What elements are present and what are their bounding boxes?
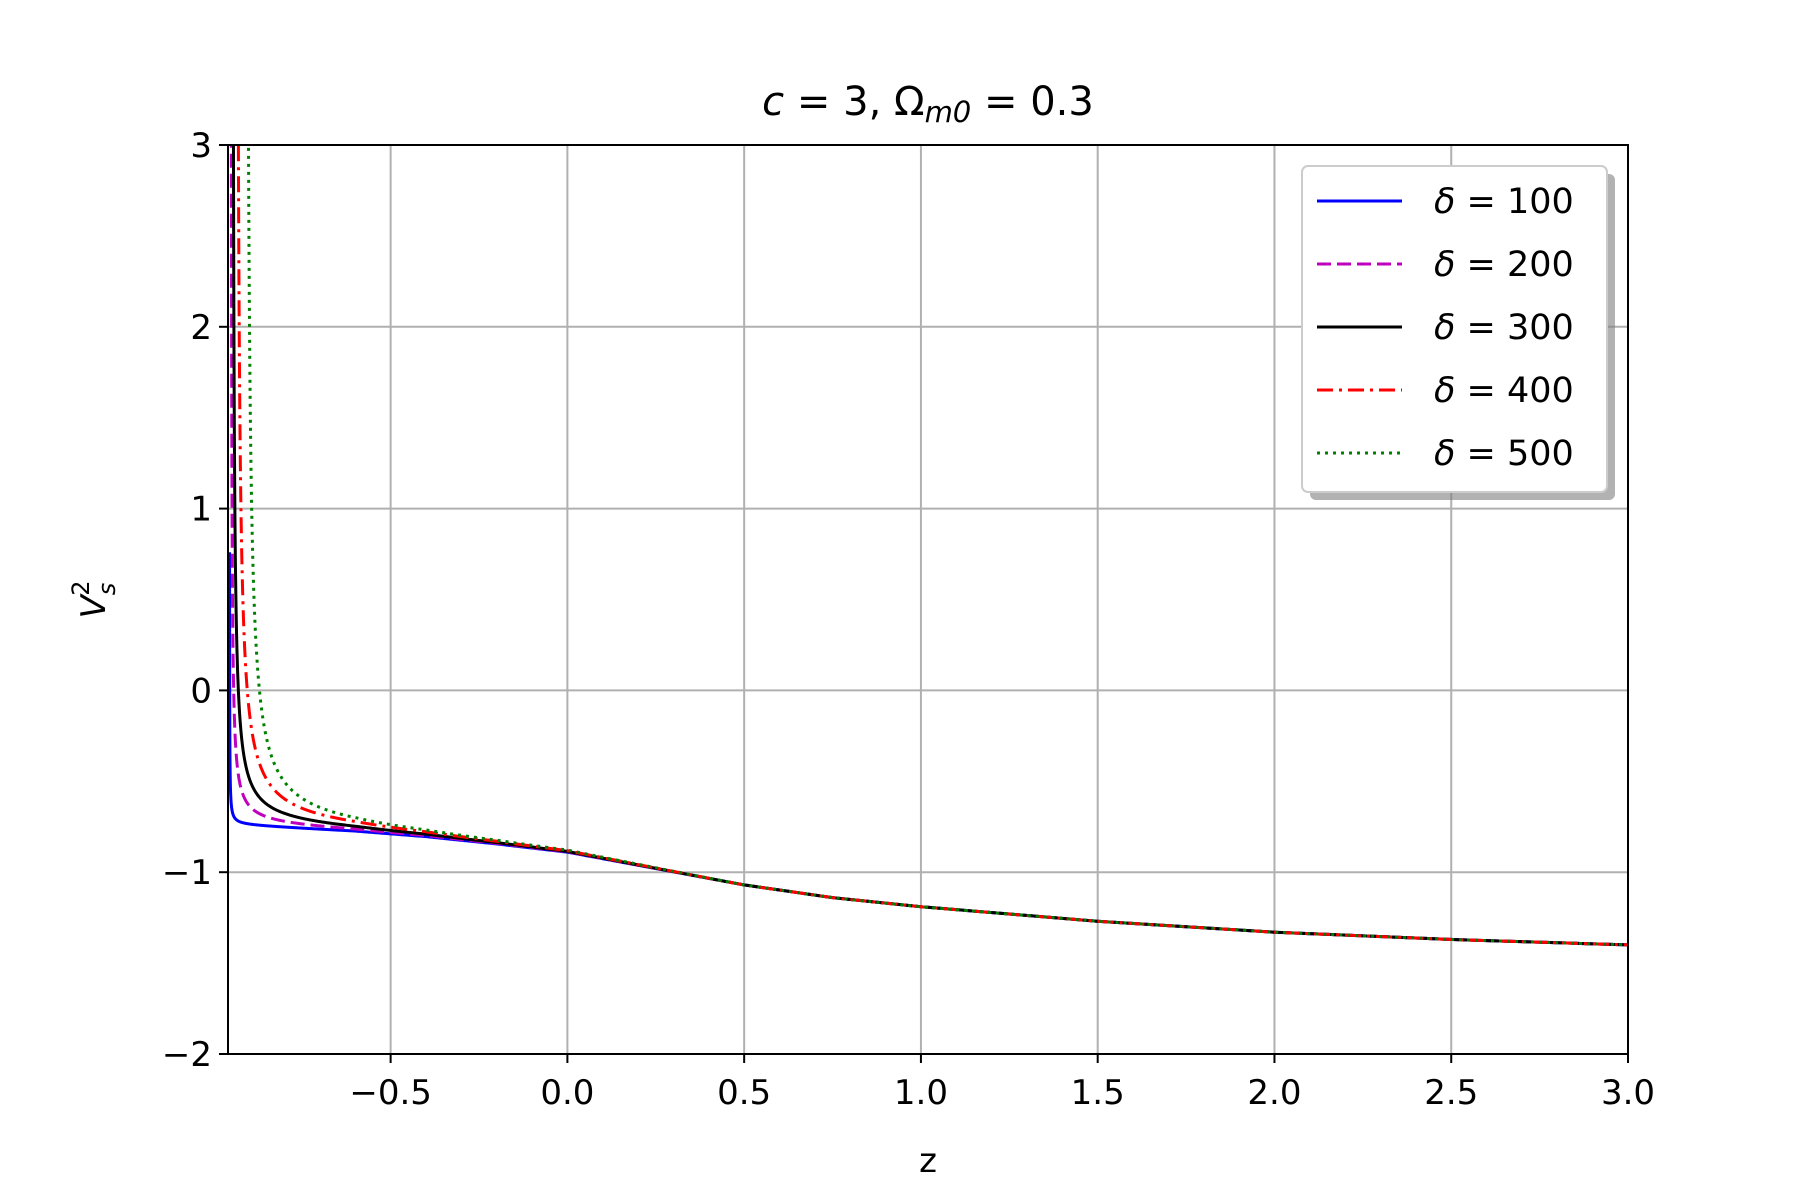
y-tick-label: 0 bbox=[190, 671, 212, 711]
legend-box bbox=[1301, 165, 1608, 493]
y-tick-label: −2 bbox=[162, 1035, 212, 1075]
chart-title: c = 3, Ωm0 = 0.3 bbox=[762, 79, 1094, 129]
y-label-base: V bbox=[74, 593, 114, 619]
x-tick-label: 2.5 bbox=[1424, 1073, 1478, 1113]
title-part: = 0.3 bbox=[971, 79, 1094, 125]
y-label-sup: 2 bbox=[67, 580, 95, 595]
legend-label: δ = 200 bbox=[1434, 245, 1574, 285]
title-part: c bbox=[762, 79, 784, 125]
legend: δ = 100 δ = 200 δ = 300 δ = 400 δ = 500 bbox=[1301, 165, 1615, 500]
y-tick-label: −1 bbox=[162, 853, 212, 893]
y-axis-label: Vs2 bbox=[67, 580, 121, 618]
x-tick-label: 1.0 bbox=[894, 1073, 948, 1113]
y-tick-label: 1 bbox=[190, 490, 212, 530]
legend-label: δ = 500 bbox=[1434, 434, 1574, 474]
legend-label: δ = 400 bbox=[1434, 371, 1574, 411]
y-tick-label: 3 bbox=[190, 126, 212, 166]
axis-ticks: −0.5 0.0 0.5 1.0 1.5 2.0 2.5 3.0 −2 −1 0 1 2 3 bbox=[162, 126, 1655, 1113]
series-line bbox=[246, 145, 1628, 947]
x-tick-label: 3.0 bbox=[1601, 1073, 1655, 1113]
plot-frame bbox=[227, 144, 1629, 1055]
legend-label: δ = 100 bbox=[1434, 182, 1574, 222]
x-tick-label: 2.0 bbox=[1247, 1073, 1301, 1113]
legend-label: δ = 300 bbox=[1434, 308, 1574, 348]
x-tick-label: 1.5 bbox=[1071, 1073, 1125, 1113]
x-tick-label: 0.0 bbox=[540, 1073, 594, 1113]
x-axis-label: z bbox=[919, 1141, 937, 1181]
series-line bbox=[236, 145, 1628, 947]
y-tick-label: 2 bbox=[190, 308, 212, 348]
y-label-sub: s bbox=[93, 583, 121, 596]
x-tick-label: 0.5 bbox=[717, 1073, 771, 1113]
series-lines bbox=[228, 145, 1628, 947]
title-part: = 3, Ω bbox=[784, 79, 924, 125]
x-tick-label: −0.5 bbox=[349, 1073, 432, 1113]
title-part: m0 bbox=[925, 95, 972, 129]
